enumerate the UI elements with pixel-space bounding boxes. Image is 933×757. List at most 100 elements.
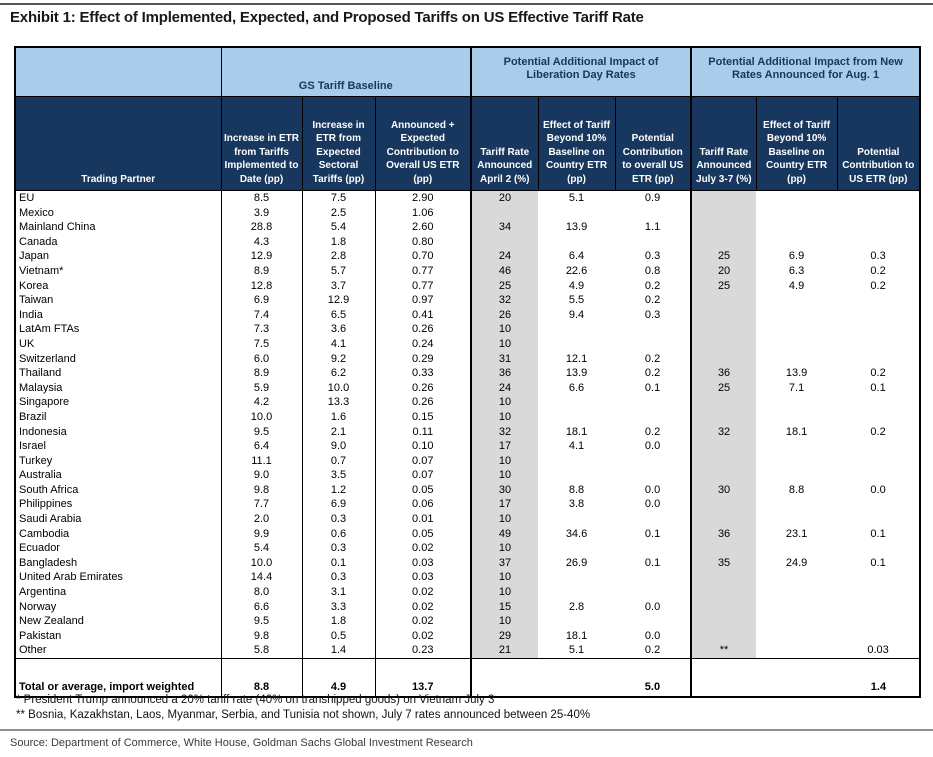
value-cell: [615, 454, 691, 469]
value-cell: [615, 337, 691, 352]
value-cell: 0.3: [870, 250, 886, 263]
trading-partner-cell: Saudi Arabia: [19, 513, 82, 526]
table-row: New Zealand 9.5 1.8 0.02 10: [15, 614, 920, 629]
trading-partner-cell: Korea: [19, 279, 49, 292]
trading-partner-cell: Japan: [19, 250, 49, 263]
value-cell: 0.2: [644, 352, 661, 365]
table-row: Thailand 8.9 6.2 0.33 36 13.9 0.2 36 13.9 0.2: [15, 366, 920, 381]
value-cell: 3.5: [301, 468, 375, 483]
value-cell: 10: [470, 585, 539, 600]
value-cell: 0.77: [374, 263, 472, 279]
table-row: LatAm FTAs 7.3 3.6 0.26 10: [15, 322, 920, 337]
value-cell: 2.1: [301, 424, 375, 440]
value-cell: 0.0: [644, 498, 661, 511]
value-cell: [756, 293, 837, 308]
value-cell: [756, 308, 837, 323]
value-cell: [615, 468, 691, 483]
value-cell: 8.9: [220, 263, 302, 279]
value-cell: [690, 307, 757, 323]
trading-partner-cell: Canada: [19, 235, 58, 248]
value-cell: 6.9: [220, 293, 302, 308]
value-cell: 0.0: [644, 629, 661, 642]
value-cell: 8.8: [788, 483, 805, 496]
value-cell: [538, 322, 615, 337]
value-cell: [690, 541, 757, 556]
col-header-sectoral: Increase in ETR from Expected Sectoral T…: [301, 96, 375, 191]
value-cell: [690, 614, 757, 629]
value-cell: [538, 541, 615, 556]
value-cell: 1.6: [301, 409, 375, 425]
value-cell: 5.1: [568, 192, 585, 204]
value-cell: [538, 410, 615, 425]
group-header-aug-1: Potential Additional Impact from New Rat…: [690, 47, 921, 97]
table-row: Argentina 8.0 3.1 0.02 10: [15, 585, 920, 600]
value-cell: 1.1: [644, 221, 661, 234]
value-cell: 0.11: [374, 424, 472, 440]
total-label: Total or average, import weighted: [19, 681, 195, 693]
value-cell: 8.8: [568, 483, 585, 496]
value-cell: 0.02: [374, 599, 472, 615]
value-cell: 17: [470, 497, 539, 513]
value-cell: 0.2: [870, 425, 886, 438]
value-cell: 29: [470, 628, 539, 644]
value-cell: 0.70: [374, 249, 472, 264]
value-cell: [837, 206, 920, 221]
value-cell: 0.23: [374, 643, 472, 659]
value-cell: [690, 512, 757, 527]
trading-partner-cell: Switzerland: [19, 352, 76, 365]
value-cell: 0.3: [644, 250, 661, 263]
value-cell: [690, 497, 757, 513]
value-cell: 3.1: [301, 585, 375, 600]
value-cell: 34.6: [565, 527, 588, 540]
value-cell: [538, 614, 615, 629]
value-cell: 6.2: [301, 366, 375, 381]
value-cell: 13.9: [565, 221, 588, 234]
value-cell: 0.1: [870, 527, 886, 540]
value-cell: 10: [470, 468, 539, 483]
value-cell: [538, 570, 615, 585]
value-cell: [690, 585, 757, 600]
value-cell: 0.1: [301, 555, 375, 571]
value-cell: [538, 337, 615, 352]
value-cell: 3.6: [301, 322, 375, 337]
trading-partner-cell: India: [19, 308, 43, 321]
value-cell: 12.1: [565, 352, 588, 365]
value-cell: [690, 205, 757, 221]
value-cell: [837, 191, 920, 206]
value-cell: 2.0: [220, 512, 302, 527]
col-header-announced-expected: Announced + Expected Contribution to Ove…: [374, 96, 472, 191]
value-cell: [837, 322, 920, 337]
value-cell: [690, 395, 757, 410]
value-cell: [756, 629, 837, 644]
col-header-contribution-july: Potential Contribution to US ETR (pp): [836, 96, 921, 191]
value-cell: 0.3: [301, 512, 375, 527]
value-cell: [615, 541, 691, 556]
value-cell: 0.1: [644, 527, 661, 540]
table-row: Norway 6.6 3.3 0.02 15 2.8 0.0: [15, 599, 920, 615]
trading-partner-cell: New Zealand: [19, 615, 84, 628]
value-cell: 0.02: [374, 614, 472, 629]
value-cell: 2.5: [301, 205, 375, 221]
footnote-other-countries: ** Bosnia, Kazakhstan, Laos, Myanmar, Se…: [16, 709, 591, 721]
value-cell: **: [690, 643, 757, 659]
value-cell: [837, 497, 920, 512]
value-cell: [615, 614, 691, 629]
value-cell: [837, 337, 920, 352]
trading-partner-cell: Thailand: [19, 367, 62, 380]
value-cell: 0.7: [301, 453, 375, 469]
table-row: Korea 12.8 3.7 0.77 25 4.9 0.2 25 4.9 0.2: [15, 278, 920, 294]
value-cell: 12.9: [220, 249, 302, 264]
group-header-row: GS Tariff Baseline Potential Additional …: [15, 47, 921, 97]
value-cell: [756, 512, 837, 527]
value-cell: [690, 468, 757, 483]
value-cell: 13.9: [785, 367, 808, 380]
table-row: Bangladesh 10.0 0.1 0.03 37 26.9 0.1 35 24.9 0.1: [15, 555, 920, 571]
value-cell: 0.3: [301, 570, 375, 586]
trading-partner-cell: Taiwan: [19, 294, 54, 307]
value-cell: 9.0: [301, 439, 375, 454]
value-cell: 15: [470, 599, 539, 615]
total-row: Total or average, import weighted 8.8 4.…: [15, 674, 921, 697]
value-cell: [756, 191, 837, 206]
value-cell: [690, 293, 757, 308]
value-cell: 13.9: [565, 367, 588, 380]
